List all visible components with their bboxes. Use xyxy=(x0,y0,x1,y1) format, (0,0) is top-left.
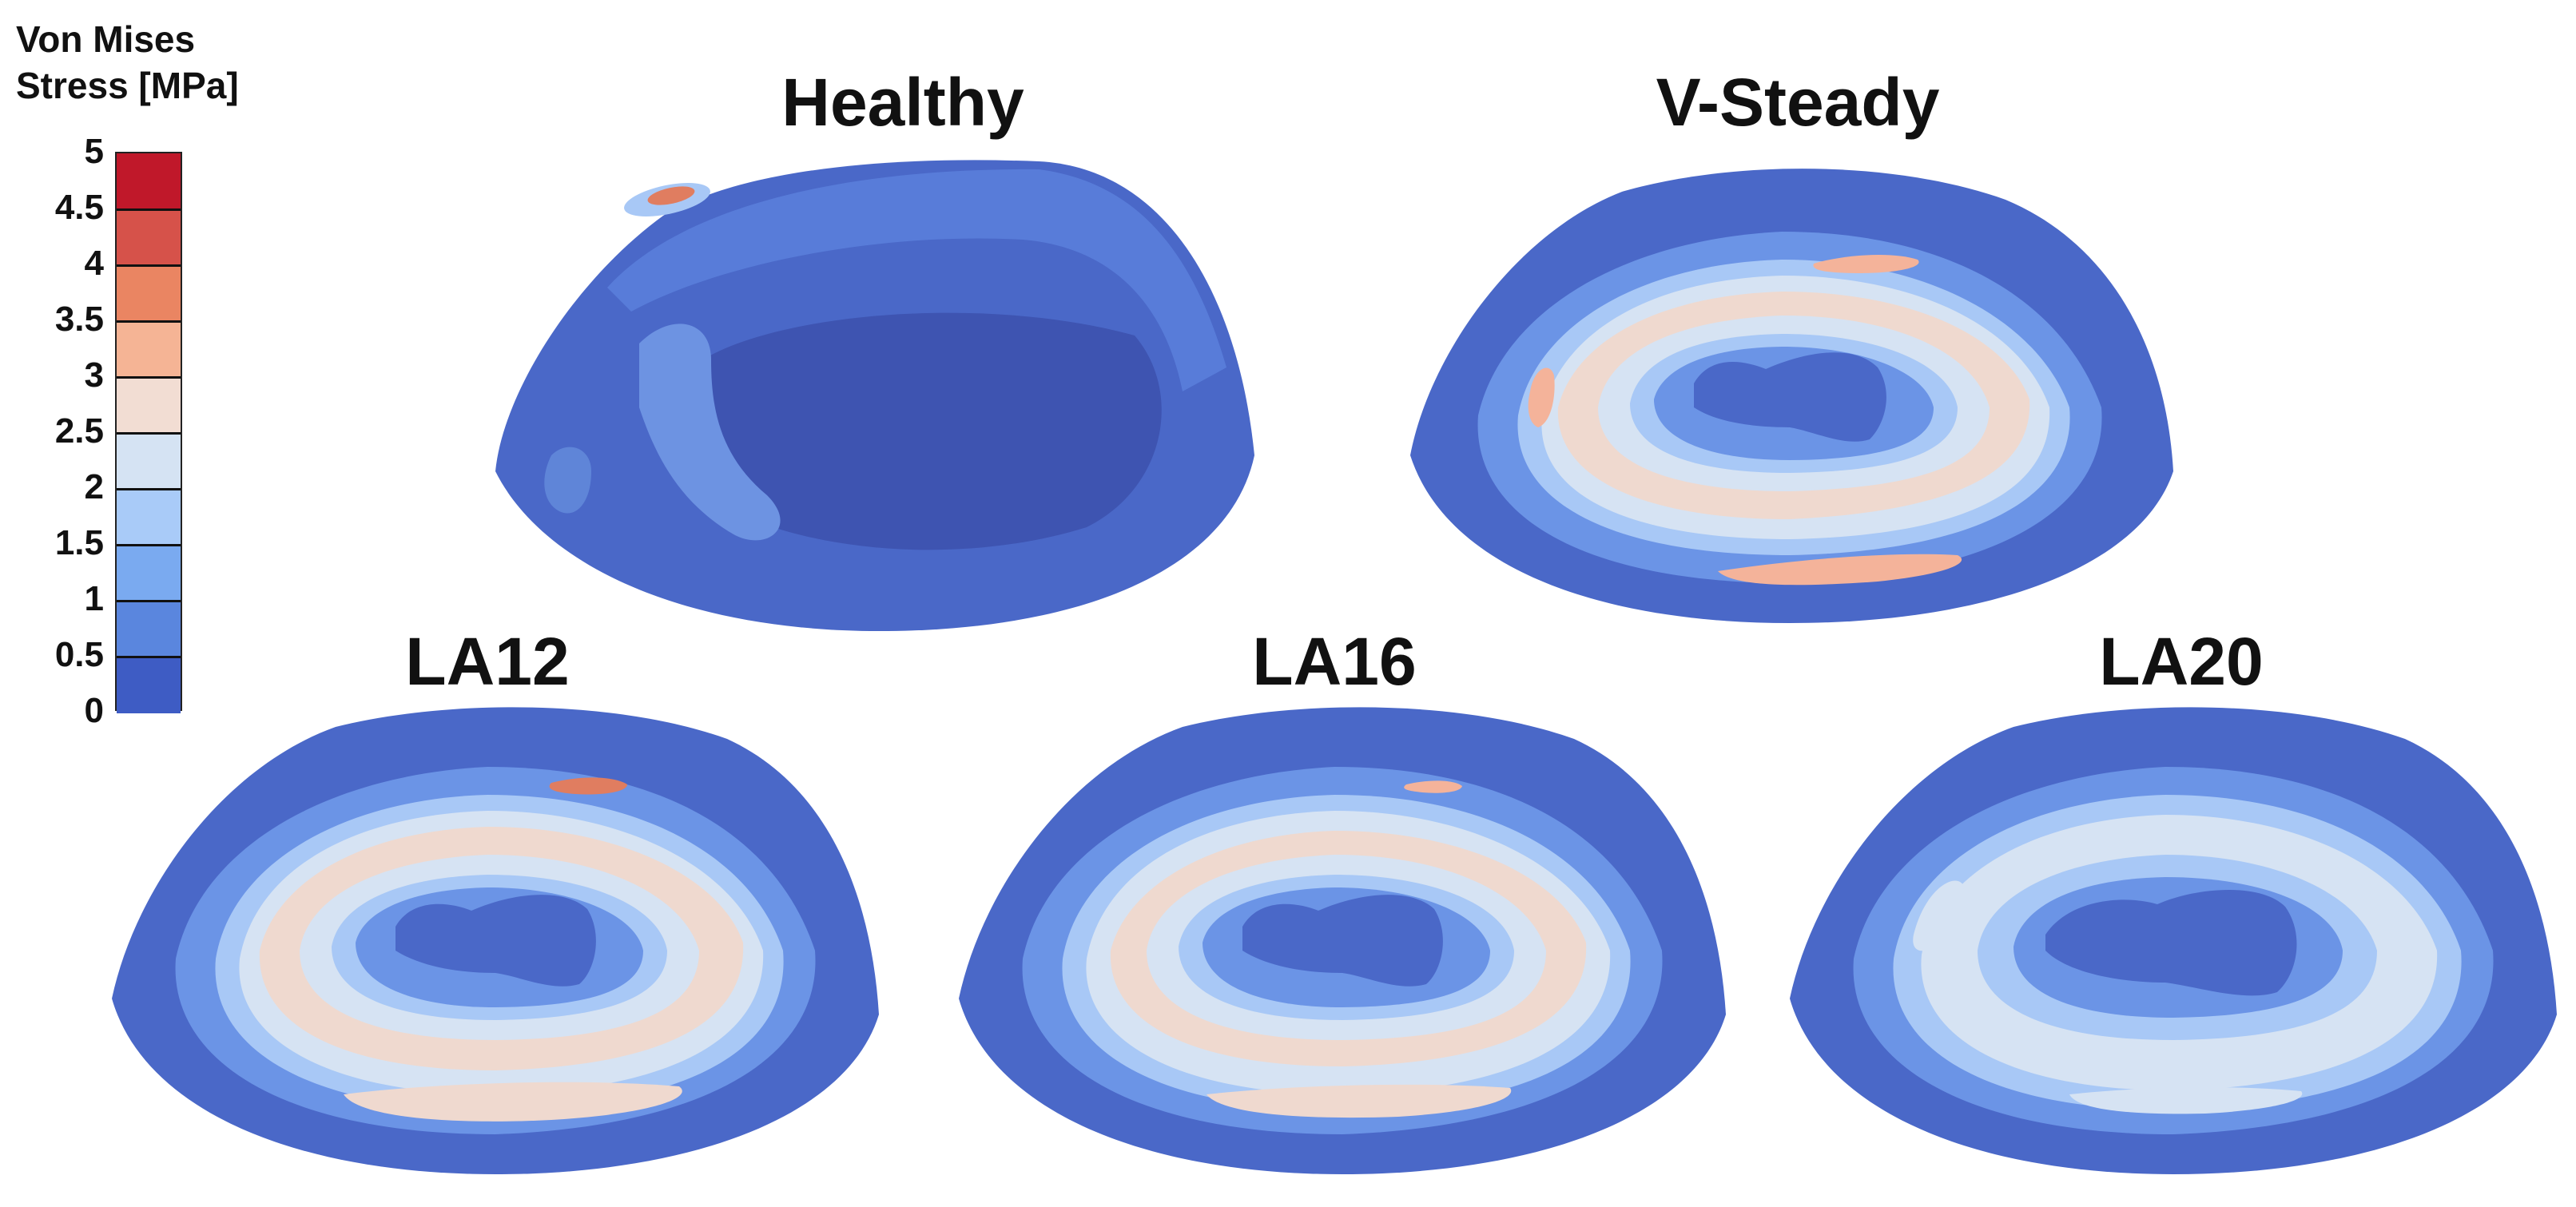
colorbar-segment xyxy=(117,265,181,322)
colorbar-tick-label: 0 xyxy=(84,691,104,730)
panel-title-la20: LA20 xyxy=(2099,624,2264,699)
colorbar-separator xyxy=(117,488,181,490)
colorbar-separator xyxy=(117,208,181,211)
colorbar-separator xyxy=(117,656,181,658)
colorbar-tick-label: 5 xyxy=(84,132,104,171)
colorbar-segment xyxy=(117,377,181,434)
leaflet-la20-pale-streak-bottom xyxy=(2069,1087,2303,1114)
colorbar-tick-label: 1 xyxy=(84,579,104,618)
leaflet-la12-hotspot-bottom xyxy=(344,1082,682,1122)
colorbar-segment xyxy=(117,321,181,378)
panel-title-la12: LA12 xyxy=(405,624,570,699)
panel-title-vsteady: V-Steady xyxy=(1656,65,1940,140)
leaflet-healthy-rim xyxy=(607,169,1226,391)
leaflet-healthy xyxy=(495,160,1254,631)
leaflet-healthy-deep xyxy=(683,312,1162,550)
colorbar-segment xyxy=(117,489,181,546)
colorbar-segment xyxy=(117,433,181,490)
leaflet-la20-pale-streak-left xyxy=(1913,880,1964,951)
leaflet-la16-center xyxy=(1242,895,1443,987)
colorbar-separator xyxy=(117,376,181,379)
panel-title-healthy: Healthy xyxy=(781,65,1024,140)
colorbar-segment xyxy=(117,657,181,713)
leaflet-la12-hotspot-top xyxy=(549,777,627,795)
colorbar xyxy=(115,152,182,713)
colorbar-separator xyxy=(117,432,181,435)
leaflet-la16-hotspot-bottom xyxy=(1207,1084,1512,1118)
leaflet-vsteady-hotspot-bottom xyxy=(1718,554,1962,586)
colorbar-separator xyxy=(117,544,181,546)
leaflet-vsteady xyxy=(1410,169,2173,623)
leaflet-healthy-hotspot xyxy=(647,186,695,205)
leaflet-la16-hotspot-top xyxy=(1404,780,1462,793)
colorbar-segment xyxy=(117,601,181,657)
leaflet-la20-center xyxy=(2045,889,2297,996)
colorbar-tick-label: 4 xyxy=(84,244,104,283)
leaflet-vsteady-hotspot-left xyxy=(1528,367,1555,427)
colorbar-separator xyxy=(117,600,181,602)
colorbar-tick-label: 0.5 xyxy=(54,635,104,674)
leaflet-la16 xyxy=(959,707,1726,1174)
leaflet-vsteady-center xyxy=(1694,352,1886,442)
legend-title: Von Mises Stress [MPa] xyxy=(16,16,352,109)
colorbar-tick-label: 1.5 xyxy=(54,523,104,562)
colorbar-segment xyxy=(117,209,181,266)
leaflet-healthy-light-band xyxy=(639,324,781,541)
panel-title-la16: LA16 xyxy=(1252,624,1417,699)
leaflet-la12 xyxy=(112,707,879,1174)
colorbar-tick-label: 2 xyxy=(84,467,104,506)
legend-title-line2: Stress [MPa] xyxy=(16,65,239,106)
colorbar-tick-label: 2.5 xyxy=(54,411,104,451)
colorbar-tick-label: 3 xyxy=(84,355,104,395)
colorbar-separator xyxy=(117,320,181,323)
colorbar-tick-label: 4.5 xyxy=(54,188,104,227)
colorbar-segment xyxy=(117,545,181,602)
leaflet-vsteady-hotspot-top xyxy=(1813,254,1919,273)
colorbar-segment xyxy=(117,153,181,210)
colorbar-separator xyxy=(117,264,181,267)
leaflet-la20 xyxy=(1790,707,2557,1174)
leaflet-healthy-light-patch xyxy=(544,447,591,514)
legend-title-line1: Von Mises xyxy=(16,18,196,60)
leaflet-la12-center xyxy=(396,895,596,987)
colorbar-tick-label: 3.5 xyxy=(54,300,104,339)
